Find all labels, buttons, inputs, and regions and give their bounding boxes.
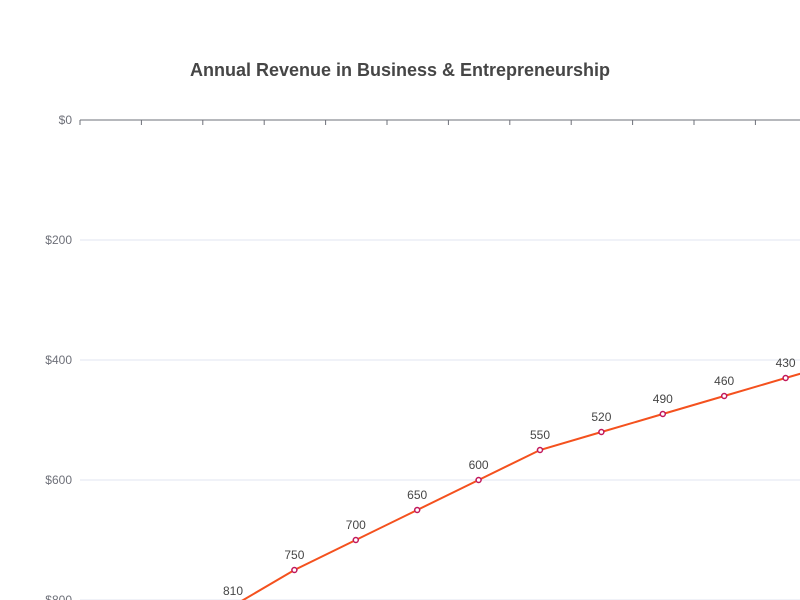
x-axis [79, 119, 800, 125]
data-point [413, 506, 421, 514]
data-label: 650 [407, 488, 427, 502]
y-tick-label: $800 [45, 593, 72, 600]
y-tick-label: $200 [45, 233, 72, 247]
chart-title: Annual Revenue in Business & Entrepreneu… [189, 60, 611, 80]
data-label: 460 [714, 374, 734, 388]
data-point [352, 536, 360, 544]
data-label: 810 [223, 584, 243, 598]
data-point [475, 476, 482, 484]
data-label: 490 [653, 392, 673, 406]
gridlines [80, 239, 800, 600]
data-label: 750 [284, 548, 304, 562]
data-label: 550 [530, 428, 550, 442]
data-label: 430 [776, 356, 796, 370]
y-axis-tick-labels: $0 $200 $400 $600 $800 [45, 113, 72, 600]
y-tick-label: $600 [45, 473, 72, 487]
data-point [291, 566, 298, 574]
data-point [782, 374, 789, 382]
y-tick-label: $0 [59, 113, 73, 127]
data-point [536, 446, 544, 454]
revenue-series: 810 750 700 650 600 550 520 490 460 430 [223, 356, 800, 600]
data-point [659, 410, 667, 418]
data-point [720, 392, 728, 400]
data-label: 520 [591, 410, 611, 424]
y-tick-label: $400 [45, 353, 72, 367]
data-point [598, 428, 605, 436]
data-label: 600 [469, 458, 489, 472]
data-label: 700 [346, 518, 366, 532]
